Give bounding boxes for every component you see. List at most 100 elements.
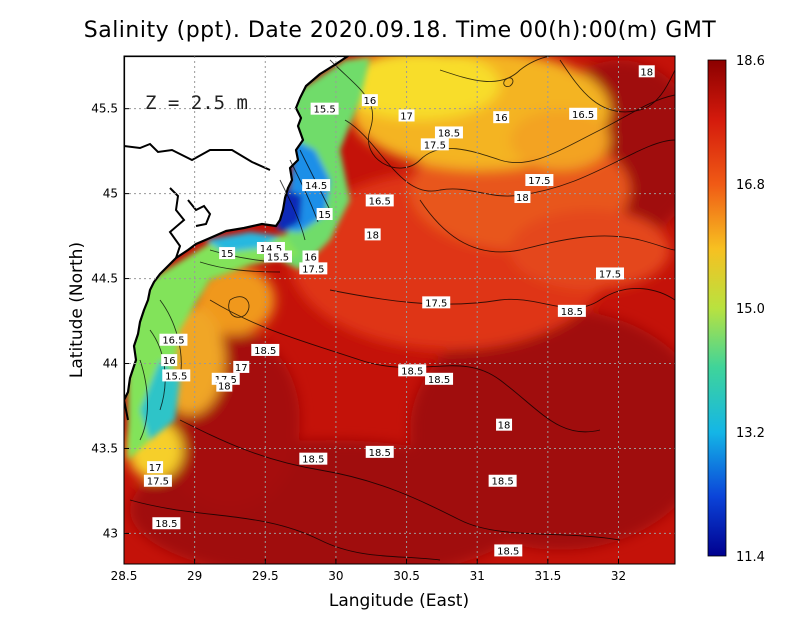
contour-label-box xyxy=(420,138,449,151)
contour-label: 14.5 xyxy=(305,181,327,192)
colorbar-tick-label: 18.6 xyxy=(736,54,765,69)
plot-frame xyxy=(123,55,676,565)
y-tick-label: 43.5 xyxy=(91,441,118,455)
contour-label-box xyxy=(488,474,517,487)
contour-label: 17.5 xyxy=(528,176,550,187)
contour-label-box xyxy=(147,461,164,474)
contour-label-box xyxy=(162,369,191,382)
contour-label: 18 xyxy=(218,382,231,393)
colorbar-tick-label: 15.0 xyxy=(736,302,765,317)
field-orange-east xyxy=(510,210,670,290)
contour-label-box xyxy=(316,208,333,221)
contour-6 xyxy=(179,419,621,541)
contour-label-box xyxy=(398,109,415,122)
contour-label: 17.5 xyxy=(425,298,447,309)
colorbar xyxy=(707,59,727,557)
field-yellow-east xyxy=(510,110,610,170)
lagoon-line xyxy=(168,187,186,259)
depth-label: Z = 2.5 m xyxy=(145,92,248,114)
contour-label-box xyxy=(233,360,250,373)
y-tick-label: 43 xyxy=(103,526,118,540)
contour-label-box xyxy=(494,544,523,557)
contour-label: 18.5 xyxy=(438,128,460,139)
contour-8 xyxy=(559,59,675,113)
contour-label: 15 xyxy=(318,210,331,221)
x-axis-label: Langitude (East) xyxy=(329,591,469,611)
contour-label-box xyxy=(263,250,292,263)
y-tick-label: 44 xyxy=(103,357,118,371)
grid-lines xyxy=(124,56,675,564)
chart-title: Salinity (ppt). Date 2020.09.18. Time 00… xyxy=(83,18,717,43)
contour-label-box xyxy=(514,191,531,204)
contour-label-box xyxy=(302,179,331,192)
colorbar-tick-label: 13.2 xyxy=(736,426,765,441)
contour-label-box xyxy=(143,474,172,487)
x-tick-label: 31.5 xyxy=(534,569,561,583)
contour-label: 17 xyxy=(235,363,248,374)
contour-label: 15.5 xyxy=(267,252,289,263)
contour-label-box xyxy=(422,296,451,309)
contour-label-box xyxy=(493,111,510,124)
contour-label: 16 xyxy=(363,96,376,107)
x-tick-label: 30 xyxy=(328,569,343,583)
contour-label: 18.5 xyxy=(155,519,177,530)
contour-label: 17.5 xyxy=(302,264,324,275)
contour-label-box xyxy=(365,194,394,207)
colorbar-tick-label: 16.8 xyxy=(736,178,765,193)
contour-label: 16.5 xyxy=(162,336,184,347)
contour-9 xyxy=(439,56,551,82)
contour-label: 18.5 xyxy=(302,455,324,466)
field-yellow-core xyxy=(340,56,500,120)
contour-4 xyxy=(329,288,675,309)
contour-14 xyxy=(503,77,514,87)
contour-label: 18 xyxy=(498,421,511,432)
contour-label-box xyxy=(434,126,463,139)
contour-label-box xyxy=(425,372,454,385)
colorbar-tick-label: 11.4 xyxy=(736,550,765,565)
contour-label: 18 xyxy=(366,230,379,241)
y-tick-label: 44.5 xyxy=(91,272,118,286)
x-tick-label: 29 xyxy=(187,569,202,583)
x-tick-label: 32 xyxy=(611,569,626,583)
y-axis-label: Latitude (North) xyxy=(67,242,87,378)
colorbar-ticks: 18.6 16.8 15.0 13.2 11.4 xyxy=(736,54,765,565)
contour-7 xyxy=(129,499,441,561)
field-green-west xyxy=(128,235,300,460)
contour-label: 18.5 xyxy=(369,448,391,459)
x-tick-label: 31 xyxy=(470,569,485,583)
contour-label-box xyxy=(159,333,188,346)
contour-label-box xyxy=(310,102,339,115)
danube-delta-line xyxy=(124,142,271,171)
contour-label: 18.5 xyxy=(492,477,514,488)
y-tick-label: 45.5 xyxy=(91,102,118,116)
contour-label-box xyxy=(302,250,319,263)
contour-label-box xyxy=(161,354,178,367)
river-line xyxy=(124,399,129,421)
contour-label-box xyxy=(361,94,378,107)
contour-label-box xyxy=(299,262,328,275)
field-orange-southwest xyxy=(195,265,275,335)
x-axis-ticks: 28.5 29 29.5 30 30.5 31 31.5 32 xyxy=(111,559,626,583)
contour-label-box xyxy=(364,228,381,241)
land-inner-lines xyxy=(124,142,271,421)
contour-label: 16.5 xyxy=(369,196,391,207)
contour-label: 15.5 xyxy=(165,371,187,382)
contour-label-box xyxy=(251,343,280,356)
x-tick-label: 30.5 xyxy=(393,569,420,583)
contour-label: 16.5 xyxy=(572,110,594,121)
contour-3 xyxy=(419,199,675,253)
contour-label: 18.5 xyxy=(401,366,423,377)
contour-1 xyxy=(329,59,675,169)
contour-label-box xyxy=(365,445,394,458)
contour-label-box xyxy=(299,452,328,465)
contour-label-box xyxy=(216,379,233,392)
contour-label-box xyxy=(557,304,586,317)
contour-label: 18.5 xyxy=(561,307,583,318)
contour-label: 17.5 xyxy=(147,477,169,488)
contour-label: 15 xyxy=(221,249,234,260)
contour-label-box xyxy=(569,107,598,120)
y-tick-label: 45 xyxy=(103,187,118,201)
contour-label: 18.5 xyxy=(497,546,519,557)
contour-label: 15.5 xyxy=(313,105,335,116)
